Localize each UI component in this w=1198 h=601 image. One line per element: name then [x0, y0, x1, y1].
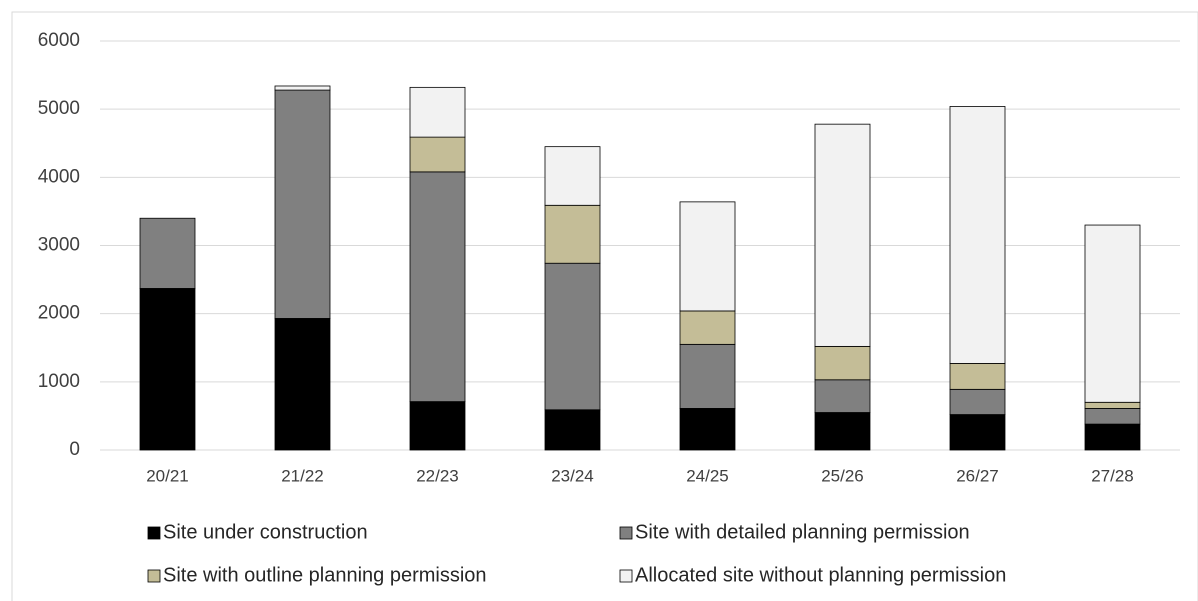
x-tick-label: 25/26 [821, 466, 864, 485]
bar-segment [274, 318, 331, 451]
x-tick-label: 26/27 [956, 466, 999, 485]
bar-segment [139, 288, 196, 451]
bar-segment [409, 86, 466, 138]
y-tick-label: 0 [69, 439, 80, 460]
bar-segment [1084, 224, 1141, 403]
bar-segment [949, 106, 1006, 364]
bar-segment [409, 136, 466, 173]
legend-swatch [147, 569, 161, 583]
bar-segment [679, 201, 736, 312]
bar-segment [1084, 401, 1141, 409]
x-tick-label: 24/25 [686, 466, 729, 485]
bar-segment [274, 85, 331, 91]
x-tick-label: 27/28 [1091, 466, 1134, 485]
y-tick-label: 2000 [38, 303, 80, 324]
x-tick-label: 23/24 [551, 466, 594, 485]
bar-segment [544, 204, 601, 264]
legend-label: Site under construction [163, 521, 368, 543]
bar-segment [679, 310, 736, 345]
x-tick-label: 20/21 [146, 466, 189, 485]
legend-label: Site with detailed planning permission [635, 521, 970, 543]
bar-segment [679, 408, 736, 451]
x-tick-label: 22/23 [416, 466, 459, 485]
legend-swatch [619, 569, 633, 583]
y-tick-label: 6000 [38, 30, 80, 51]
x-tick-label: 21/22 [281, 466, 324, 485]
bar-segment [949, 363, 1006, 390]
y-tick-label: 4000 [38, 166, 80, 187]
y-tick-label: 1000 [38, 371, 80, 392]
bar-segment [949, 414, 1006, 451]
bar-segment [544, 146, 601, 206]
bar-segment [814, 123, 871, 347]
bar-segment [139, 217, 196, 289]
legend-label: Allocated site without planning permissi… [635, 564, 1006, 586]
bar-segment [814, 345, 871, 381]
y-tick-label: 5000 [38, 98, 80, 119]
legend-swatch [619, 526, 633, 540]
bar-segment [409, 171, 466, 403]
bar-segment [544, 409, 601, 451]
bar-segment [679, 343, 736, 409]
legend-label: Site with outline planning permission [163, 564, 487, 586]
bar-segment [409, 401, 466, 451]
bar-segment [1084, 408, 1141, 425]
bar-segment [814, 412, 871, 451]
bar-segment [949, 388, 1006, 415]
bar-segment [274, 89, 331, 319]
bar-segment [814, 379, 871, 413]
y-tick-label: 3000 [38, 235, 80, 256]
bar-segment [544, 262, 601, 411]
legend-swatch [147, 526, 161, 540]
bar-segment [1084, 423, 1141, 451]
